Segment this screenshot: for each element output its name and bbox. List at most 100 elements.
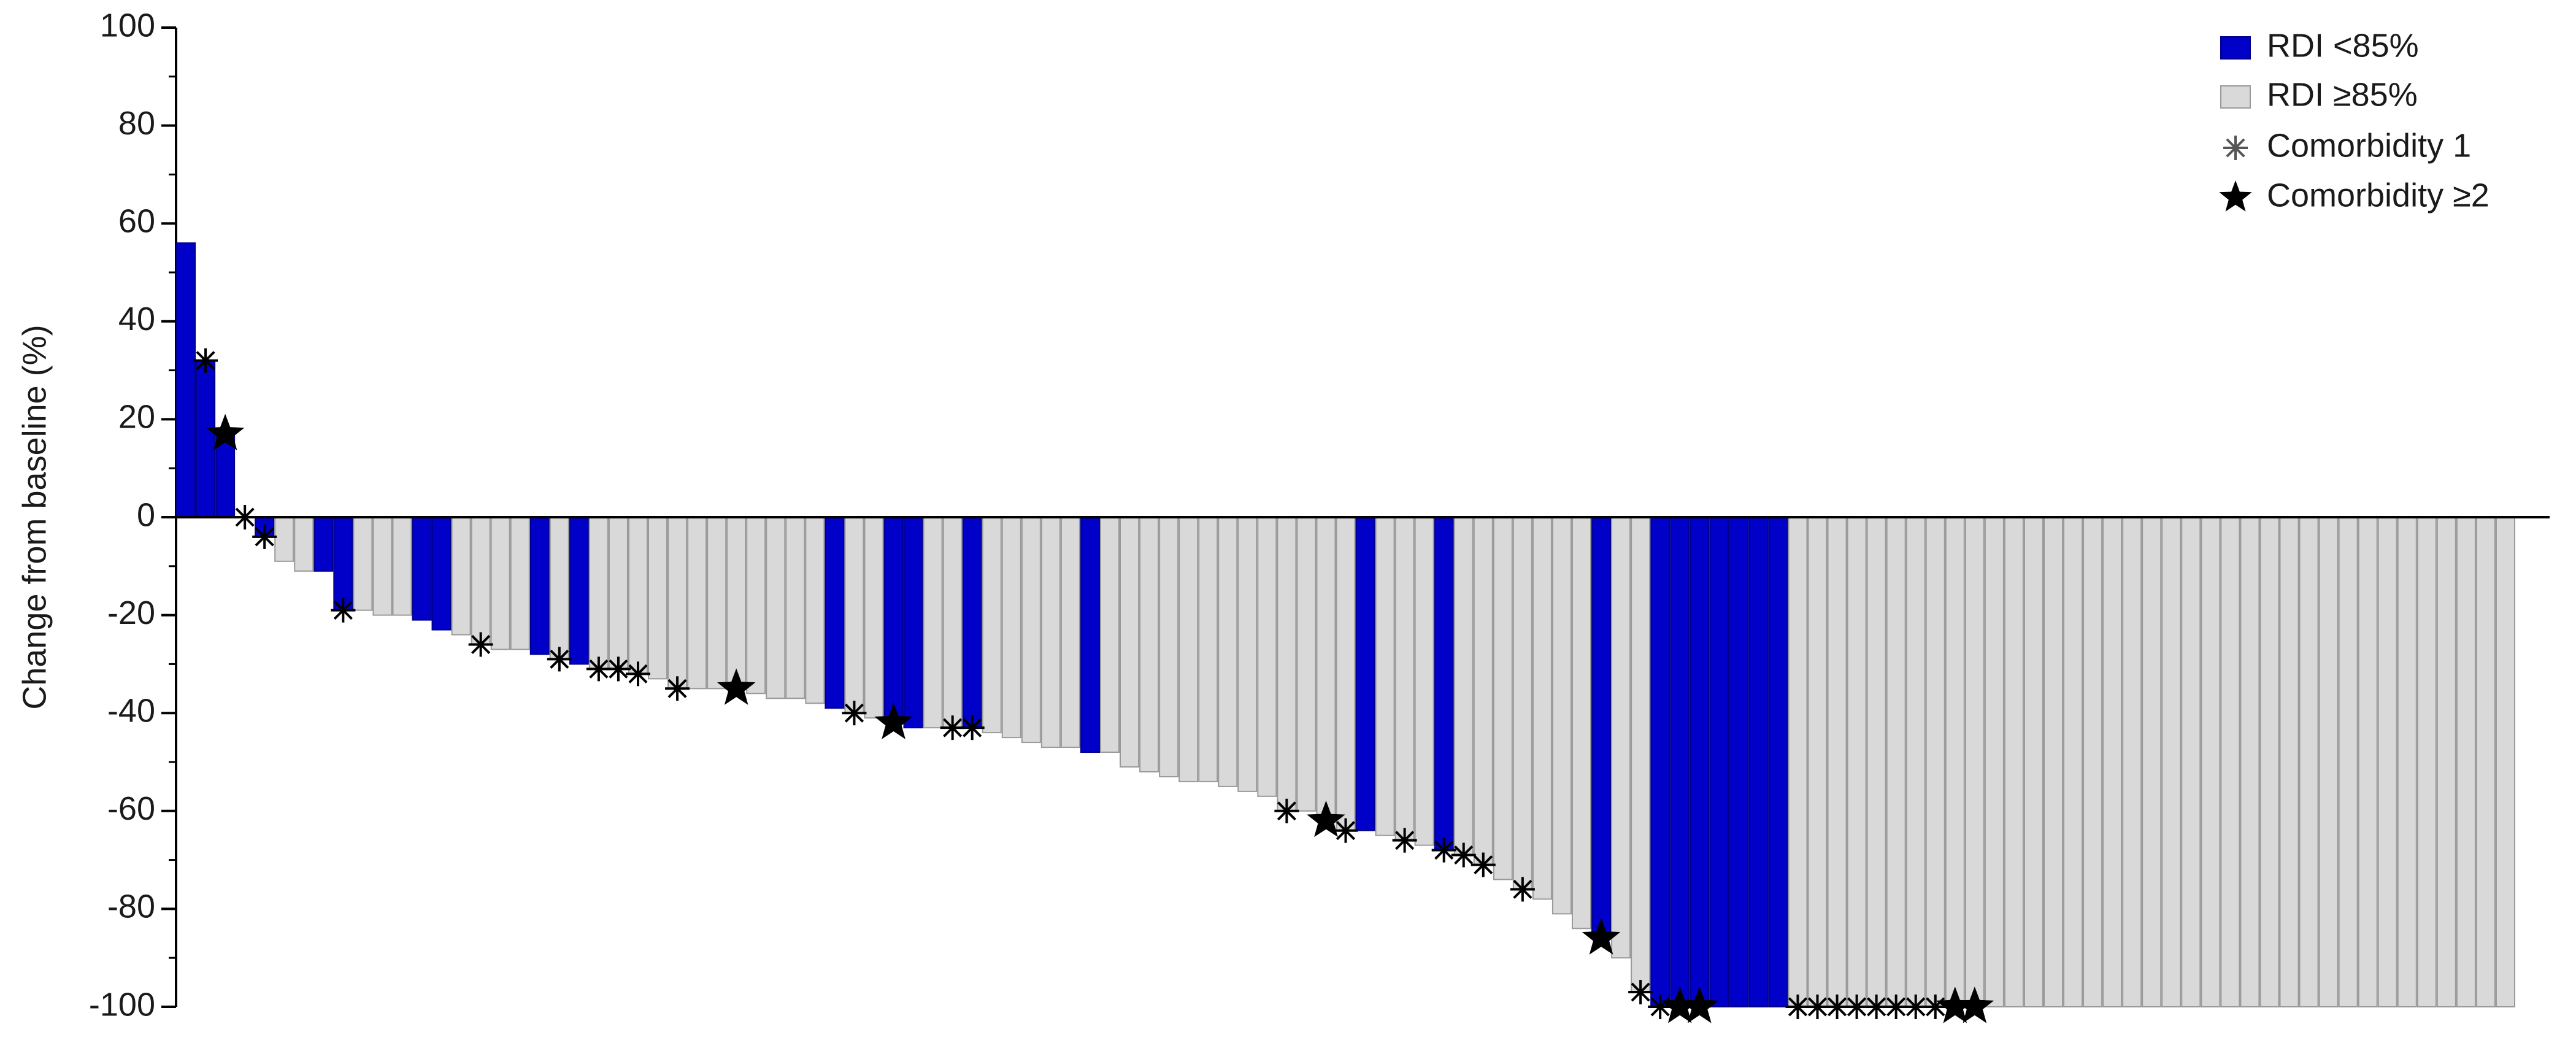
bar bbox=[1964, 517, 1985, 1007]
bar bbox=[2142, 517, 2162, 1007]
asterisk-marker bbox=[193, 348, 218, 373]
bar bbox=[648, 517, 668, 680]
bar bbox=[196, 360, 216, 518]
bar bbox=[1218, 517, 1238, 787]
star-marker bbox=[1582, 918, 1621, 955]
bar bbox=[1551, 517, 1572, 915]
legend-label: RDI ≥85% bbox=[2267, 76, 2418, 113]
bar bbox=[313, 517, 334, 572]
bar bbox=[923, 517, 943, 729]
bar bbox=[883, 517, 904, 724]
asterisk-stroke bbox=[1474, 855, 1493, 875]
bar bbox=[1277, 517, 1297, 812]
bar bbox=[962, 517, 982, 729]
bar bbox=[2161, 517, 2182, 1007]
asterisk-marker bbox=[1274, 798, 1299, 823]
bar bbox=[490, 517, 510, 650]
bar bbox=[942, 517, 963, 729]
bar bbox=[1788, 517, 1808, 1007]
bar bbox=[274, 517, 294, 562]
bar bbox=[2475, 517, 2496, 1007]
bar bbox=[1099, 517, 1120, 753]
bar bbox=[1905, 517, 1926, 1007]
bar bbox=[549, 517, 569, 660]
legend-label: RDI <85% bbox=[2267, 27, 2419, 64]
asterisk-stroke bbox=[589, 659, 609, 679]
bar bbox=[1394, 517, 1415, 841]
y-tick-label: -60 bbox=[107, 790, 155, 827]
bar bbox=[1434, 517, 1454, 851]
legend-swatch bbox=[2220, 36, 2251, 60]
bar bbox=[1748, 517, 1769, 1007]
bar bbox=[569, 517, 589, 665]
bar bbox=[1532, 517, 1552, 900]
star-marker bbox=[1955, 987, 1994, 1023]
bar bbox=[2220, 517, 2240, 1007]
bar bbox=[864, 517, 884, 719]
asterisk-marker bbox=[1648, 995, 1673, 1019]
asterisk-stroke bbox=[943, 718, 963, 737]
asterisk-marker bbox=[1392, 828, 1417, 853]
bar bbox=[1847, 517, 1867, 1007]
asterisk-marker bbox=[1824, 995, 1850, 1019]
bar bbox=[2338, 517, 2358, 1007]
bar bbox=[1296, 517, 1317, 812]
bar bbox=[1355, 517, 1375, 831]
asterisk-stroke bbox=[1788, 997, 1808, 1017]
asterisk-marker bbox=[1785, 995, 1810, 1019]
star-marker bbox=[1680, 987, 1719, 1023]
asterisk-stroke bbox=[196, 351, 215, 371]
bar bbox=[2240, 517, 2260, 1007]
y-tick-label: 40 bbox=[118, 301, 155, 337]
bar bbox=[1768, 517, 1788, 1007]
asterisk-marker bbox=[1805, 995, 1830, 1019]
asterisk-stroke bbox=[1867, 997, 1886, 1017]
bar bbox=[2377, 517, 2397, 1007]
star-marker bbox=[1307, 800, 1345, 837]
bar bbox=[2456, 517, 2476, 1007]
y-tick-label: 0 bbox=[137, 496, 155, 533]
bar bbox=[1237, 517, 1258, 792]
bar bbox=[1631, 517, 1651, 993]
asterisk-stroke bbox=[550, 649, 569, 669]
asterisk-stroke bbox=[667, 679, 687, 698]
bar bbox=[2318, 517, 2339, 1007]
bar bbox=[1336, 517, 1356, 831]
bar bbox=[746, 517, 766, 695]
y-tick-label: 100 bbox=[100, 7, 155, 44]
bar bbox=[2259, 517, 2280, 1007]
bar bbox=[588, 517, 609, 670]
bar bbox=[687, 517, 707, 690]
bar bbox=[766, 517, 786, 699]
legend-label: Comorbidity 1 bbox=[2267, 127, 2471, 164]
bar bbox=[2043, 517, 2064, 1007]
bar bbox=[412, 517, 432, 621]
asterisk-stroke bbox=[1631, 982, 1650, 1002]
asterisk-stroke bbox=[1827, 997, 1847, 1017]
asterisk-marker bbox=[1451, 842, 1476, 868]
asterisk-marker bbox=[625, 661, 650, 687]
bar bbox=[1178, 517, 1199, 782]
bar bbox=[1611, 517, 1631, 959]
asterisk-marker bbox=[1431, 837, 1456, 863]
asterisk-stroke bbox=[1395, 831, 1415, 850]
bar bbox=[1159, 517, 1179, 777]
asterisk-stroke bbox=[1513, 879, 1532, 899]
asterisk-marker bbox=[842, 701, 867, 726]
asterisk-stroke bbox=[1886, 997, 1906, 1017]
asterisk-marker bbox=[331, 598, 356, 623]
bar bbox=[1512, 517, 1532, 890]
asterisk-stroke bbox=[1434, 841, 1454, 860]
bar bbox=[1257, 517, 1277, 797]
asterisk-stroke bbox=[1454, 845, 1474, 865]
bar bbox=[510, 517, 530, 650]
bar bbox=[805, 517, 825, 704]
asterisk-marker bbox=[547, 647, 572, 672]
bar bbox=[529, 517, 550, 655]
bar bbox=[451, 517, 471, 636]
bar bbox=[707, 517, 727, 690]
y-tick-label: -100 bbox=[89, 986, 155, 1023]
bar bbox=[294, 517, 314, 572]
bar bbox=[2436, 517, 2456, 1007]
